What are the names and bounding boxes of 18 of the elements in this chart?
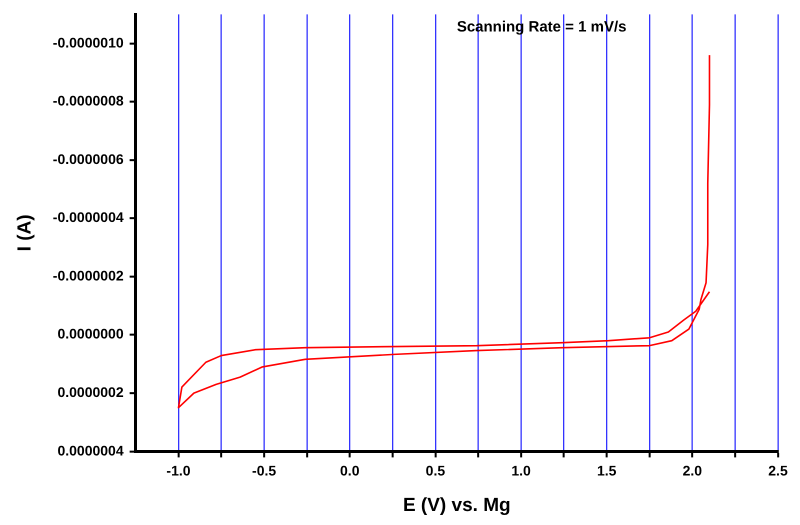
y-axis-title: I (A): [14, 214, 36, 252]
y-tick-label: -0.0000008: [52, 92, 124, 109]
x-axis-title: E (V) vs. Mg: [402, 494, 511, 516]
x-tick-label: 0.0: [340, 462, 360, 479]
y-tick-label: 0.0000002: [57, 384, 124, 400]
y-tick-label: -0.0000006: [52, 150, 124, 167]
x-tick-label: 1.5: [596, 462, 617, 479]
x-tick-label: 2.5: [768, 462, 788, 479]
x-tick-label: 0.5: [426, 462, 446, 479]
x-tick-label: 1.0: [511, 462, 531, 479]
x-tick-label: -1.0: [166, 462, 191, 479]
y-tick-label: 0.0000004: [57, 442, 124, 458]
y-tick-label: -0.0000010: [52, 34, 124, 50]
x-tick-label: 2.0: [682, 462, 702, 479]
y-tick-label: -0.0000002: [52, 267, 124, 284]
y-tick-label: 0.0000000: [57, 326, 124, 342]
x-tick-label: -0.5: [252, 462, 276, 479]
y-tick-label: -0.0000004: [52, 209, 124, 226]
